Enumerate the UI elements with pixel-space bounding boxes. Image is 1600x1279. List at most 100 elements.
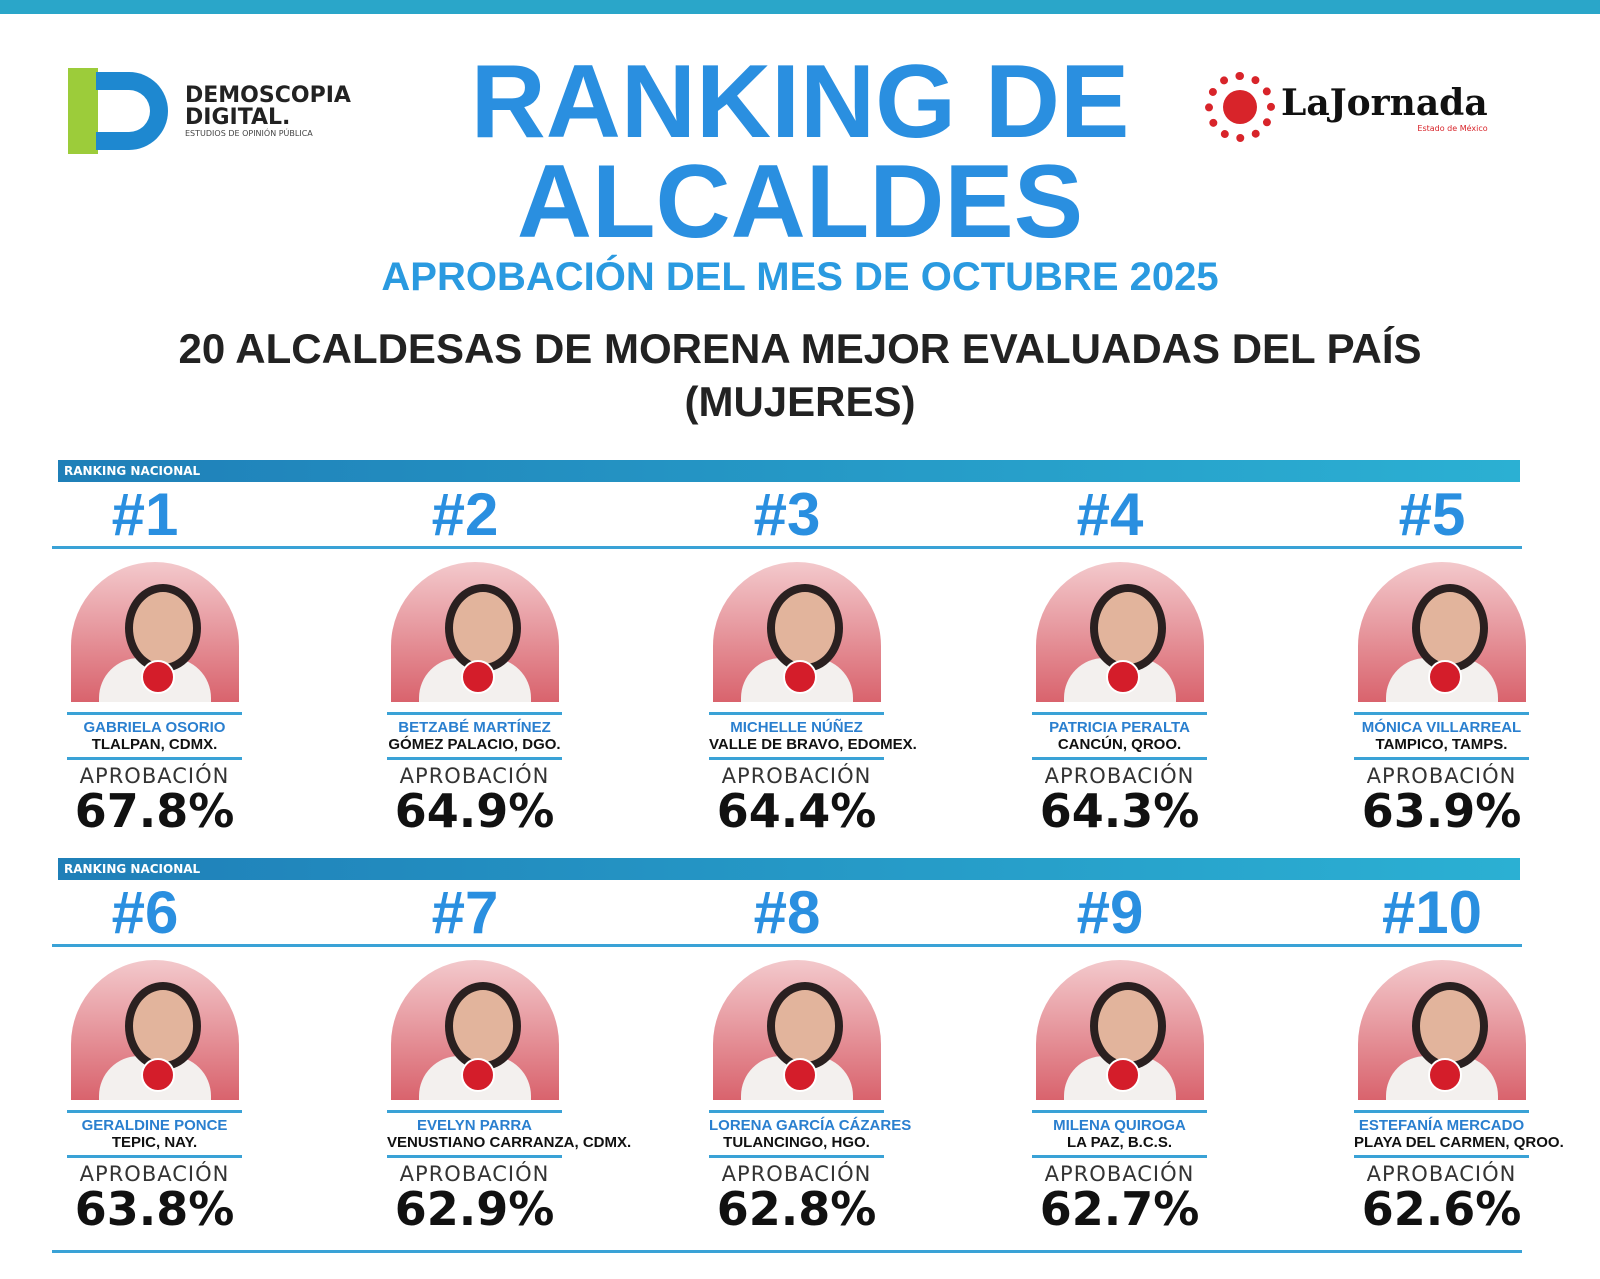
candidate-name: MÓNICA VILLARREAL (1361, 719, 1522, 736)
morena-badge-icon (782, 660, 817, 694)
jornada-name: LaJornada (1281, 81, 1488, 124)
ranking-ribbon: RANKING NACIONAL (58, 460, 1520, 482)
candidate-city: PLAYA DEL CARMEN, QROO. (1354, 1134, 1564, 1151)
divider (67, 757, 242, 760)
candidate-photo (70, 562, 239, 702)
divider (1354, 1155, 1529, 1158)
ribbon-label: RANKING NACIONAL (64, 862, 201, 876)
approval-label: APROBACIÓN (721, 1162, 872, 1186)
divider (1354, 1110, 1529, 1113)
approval-value: 62.7% (1039, 1182, 1200, 1236)
subtitle: APROBACIÓN DEL MES DE OCTUBRE 2025 (381, 255, 1219, 299)
divider (67, 1155, 242, 1158)
candidate-city: VALLE DE BRAVO, EDOMEX. (709, 736, 917, 753)
approval-label: APROBACIÓN (399, 1162, 550, 1186)
candidate-card: MÓNICA VILLARREAL TAMPICO, TAMPS. APROBA… (1354, 562, 1529, 834)
divider (709, 1110, 884, 1113)
approval-value: 63.9% (1361, 784, 1522, 838)
candidate-photo (1035, 562, 1204, 702)
candidate-city: TAMPICO, TAMPS. (1375, 736, 1508, 753)
candidate-photo (390, 562, 559, 702)
morena-badge-icon (460, 660, 495, 694)
divider (387, 757, 562, 760)
candidate-card: MILENA QUIROGA LA PAZ, B.C.S. APROBACIÓN… (1032, 960, 1207, 1232)
divider (1354, 712, 1529, 715)
morena-badge-icon (140, 1058, 175, 1092)
title-line2: ALCALDES (516, 144, 1084, 260)
candidate-city: TEPIC, NAY. (111, 1134, 198, 1151)
demoscopia-logo: DEMOSCOPIA DIGITAL. ESTUDIOS DE OPINIÓN … (68, 68, 351, 154)
ranking-ribbon: RANKING NACIONAL (58, 858, 1520, 880)
morena-badge-icon (1105, 660, 1140, 694)
morena-badge-icon (1427, 660, 1462, 694)
candidate-photo (390, 960, 559, 1100)
rank-number: #8 (753, 879, 821, 946)
candidate-city: GÓMEZ PALACIO, DGO. (388, 736, 561, 753)
approval-value: 67.8% (74, 784, 235, 838)
rank-divider (52, 546, 1522, 549)
divider (67, 1110, 242, 1113)
logo-tagline: ESTUDIOS DE OPINIÓN PÚBLICA (185, 128, 313, 138)
candidate-card: MICHELLE NÚÑEZ VALLE DE BRAVO, EDOMEX. A… (709, 562, 917, 834)
bottom-divider (52, 1250, 1522, 1253)
candidate-photo (70, 960, 239, 1100)
candidate-photo (712, 960, 881, 1100)
title-line1: RANKING DE (470, 44, 1130, 160)
approval-value: 62.9% (394, 1182, 555, 1236)
candidate-name: MILENA QUIROGA (1053, 1117, 1186, 1134)
divider (1354, 757, 1529, 760)
rank-divider (52, 944, 1522, 947)
divider (709, 757, 884, 760)
approval-label: APROBACIÓN (1366, 1162, 1517, 1186)
divider (67, 712, 242, 715)
morena-badge-icon (782, 1058, 817, 1092)
candidate-card: LORENA GARCÍA CÁZARES TULANCINGO, HGO. A… (709, 960, 912, 1236)
approval-value: 63.8% (74, 1182, 235, 1236)
candidate-city: CANCÚN, QROO. (1057, 736, 1182, 753)
rank-number: #9 (1076, 879, 1144, 946)
heading-2: (MUJERES) (684, 378, 916, 425)
approval-value: 62.8% (716, 1182, 877, 1236)
candidate-card: EVELYN PARRA VENUSTIANO CARRANZA, CDMX. … (387, 960, 632, 1236)
divider (387, 1110, 562, 1113)
rank-number: #10 (1381, 879, 1483, 946)
candidate-name: GERALDINE PONCE (81, 1117, 228, 1134)
morena-badge-icon (460, 1058, 495, 1092)
candidate-photo (1357, 960, 1526, 1100)
approval-value: 64.9% (394, 784, 555, 838)
demoscopia-d-icon (68, 68, 173, 154)
rank-number: #4 (1076, 481, 1144, 548)
candidate-name: GABRIELA OSORIO (83, 719, 226, 736)
candidate-name: BETZABÉ MARTÍNEZ (398, 719, 551, 736)
approval-label: APROBACIÓN (1044, 764, 1195, 788)
morena-badge-icon (1105, 1058, 1140, 1092)
morena-badge-icon (140, 660, 175, 694)
approval-label: APROBACIÓN (79, 1162, 230, 1186)
candidate-name: ESTEFANÍA MERCADO (1358, 1117, 1525, 1134)
approval-label: APROBACIÓN (1366, 764, 1517, 788)
candidate-name: EVELYN PARRA (416, 1117, 533, 1134)
divider (1032, 1110, 1207, 1113)
candidate-card: GABRIELA OSORIO TLALPAN, CDMX. APROBACIÓ… (67, 562, 242, 834)
rank-number: #2 (431, 481, 499, 548)
approval-label: APROBACIÓN (721, 764, 872, 788)
divider (709, 1155, 884, 1158)
jornada-tagline: Estado de México (1417, 123, 1488, 133)
divider (1032, 1155, 1207, 1158)
sun-icon (1205, 72, 1275, 142)
candidate-city: LA PAZ, B.C.S. (1067, 1134, 1172, 1151)
candidate-card: GERALDINE PONCE TEPIC, NAY. APROBACIÓN 6… (67, 960, 242, 1232)
rank-number: #7 (431, 879, 499, 946)
candidate-name: PATRICIA PERALTA (1049, 719, 1190, 736)
divider (1032, 757, 1207, 760)
candidate-card: BETZABÉ MARTÍNEZ GÓMEZ PALACIO, DGO. APR… (387, 562, 562, 834)
divider (387, 1155, 562, 1158)
candidate-name: LORENA GARCÍA CÁZARES (709, 1117, 912, 1134)
candidate-photo (1035, 960, 1204, 1100)
la-jornada-logo: LaJornada Estado de México (1205, 72, 1488, 142)
candidate-card: PATRICIA PERALTA CANCÚN, QROO. APROBACIÓ… (1032, 562, 1207, 834)
divider (387, 712, 562, 715)
candidate-name: MICHELLE NÚÑEZ (730, 719, 863, 736)
candidate-photo (1357, 562, 1526, 702)
candidate-city: VENUSTIANO CARRANZA, CDMX. (387, 1134, 632, 1151)
